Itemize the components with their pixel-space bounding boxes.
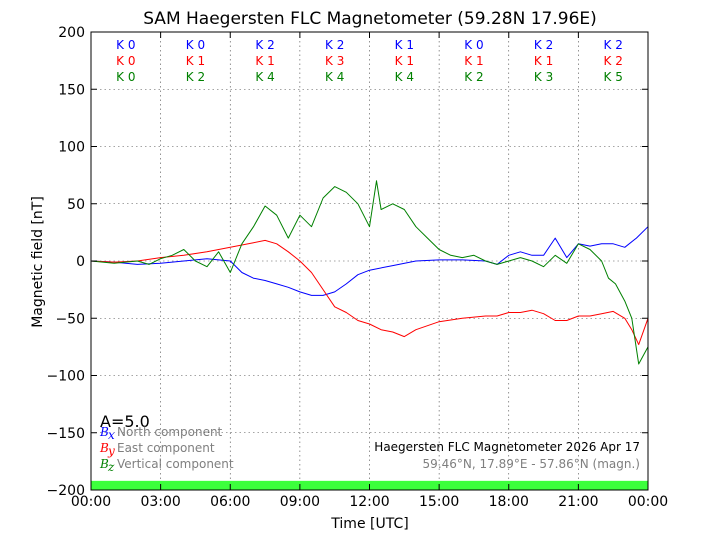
k-index-value: K 4 <box>395 70 414 84</box>
legend-symbol-subscript: z <box>107 460 115 474</box>
k-index-labels: K 0 K 0 K 2 K 2 K 1 K 0 K 2 K 2 K 0 K 1 K 1 K 3 K 1 K… <box>116 38 623 84</box>
k-index-value: K 0 <box>116 54 135 68</box>
x-tick-label: 15:00 <box>419 494 459 510</box>
series-lines <box>90 180 649 365</box>
grid-lines <box>91 32 648 490</box>
info-coordinates: 59.46°N, 17.89°E - 57.86°N (magn.) <box>423 457 640 471</box>
legend-label: North component <box>117 425 223 439</box>
legend-symbol-subscript: x <box>108 428 115 442</box>
y-tick-label: −50 <box>55 311 85 327</box>
info-station-date: Haegersten FLC Magnetometer 2026 Apr 17 <box>374 440 640 454</box>
k-index-value: K 1 <box>395 54 414 68</box>
k-index-value: K 2 <box>186 70 205 84</box>
legend-label: East component <box>117 441 215 455</box>
y-tick-label: 0 <box>76 254 85 270</box>
k-index-value: K 3 <box>534 70 553 84</box>
k-index-value: K 0 <box>116 70 135 84</box>
k-index-value: K 1 <box>255 54 274 68</box>
x-tick-label: 03:00 <box>140 494 180 510</box>
series-line-east-component <box>90 239 649 346</box>
k-index-value: K 5 <box>604 70 623 84</box>
y-tick-label: −200 <box>47 483 85 499</box>
series-line-vertical-component <box>90 180 649 365</box>
x-tick-label: 00:00 <box>628 494 668 510</box>
x-tick-label: 09:00 <box>280 494 320 510</box>
x-axis-label: Time [UTC] <box>330 516 408 532</box>
x-tick-label: 18:00 <box>489 494 529 510</box>
k-index-value: K 2 <box>604 54 623 68</box>
k-index-value: K 1 <box>186 54 205 68</box>
k-index-value: K 2 <box>534 38 553 52</box>
k-index-value: K 1 <box>464 54 483 68</box>
x-tick-label: 06:00 <box>210 494 250 510</box>
k-index-value: K 2 <box>604 38 623 52</box>
k-index-value: K 1 <box>534 54 553 68</box>
k-index-value: K 2 <box>255 38 274 52</box>
legend-symbol: B <box>99 441 109 455</box>
k-index-value: K 4 <box>325 70 344 84</box>
k-index-value: K 0 <box>186 38 205 52</box>
legend-symbol: B <box>99 425 109 439</box>
x-tick-label: 21:00 <box>558 494 598 510</box>
y-axis-label: Magnetic field [nT] <box>30 196 46 328</box>
legend-label: Vertical component <box>117 457 234 471</box>
k-index-value: K 0 <box>464 38 483 52</box>
y-tick-label: 100 <box>58 140 85 156</box>
y-tick-label: −100 <box>47 369 85 385</box>
k-index-value: K 2 <box>325 38 344 52</box>
x-tick-label: 00:00 <box>71 494 111 510</box>
y-tick-label: 200 <box>58 25 85 41</box>
k-index-value: K 1 <box>395 38 414 52</box>
chart-title: SAM Haegersten FLC Magnetometer (59.28N … <box>143 9 597 29</box>
legend-symbol-subscript: y <box>107 444 115 458</box>
y-tick-label: −150 <box>47 426 85 442</box>
y-tick-label: 50 <box>67 197 85 213</box>
k-index-value: K 0 <box>116 38 135 52</box>
x-tick-label: 12:00 <box>349 494 389 510</box>
k-index-value: K 3 <box>325 54 344 68</box>
k-index-value: K 4 <box>255 70 274 84</box>
legend-symbol: B <box>99 457 109 471</box>
k-index-value: K 2 <box>464 70 483 84</box>
axis-ticks: 00:00 03:00 06:00 09:00 12:00 15:00 18:00 21:00… <box>47 25 669 510</box>
a-index-label: A=5.0 <box>100 412 150 431</box>
y-tick-label: 150 <box>58 82 85 98</box>
